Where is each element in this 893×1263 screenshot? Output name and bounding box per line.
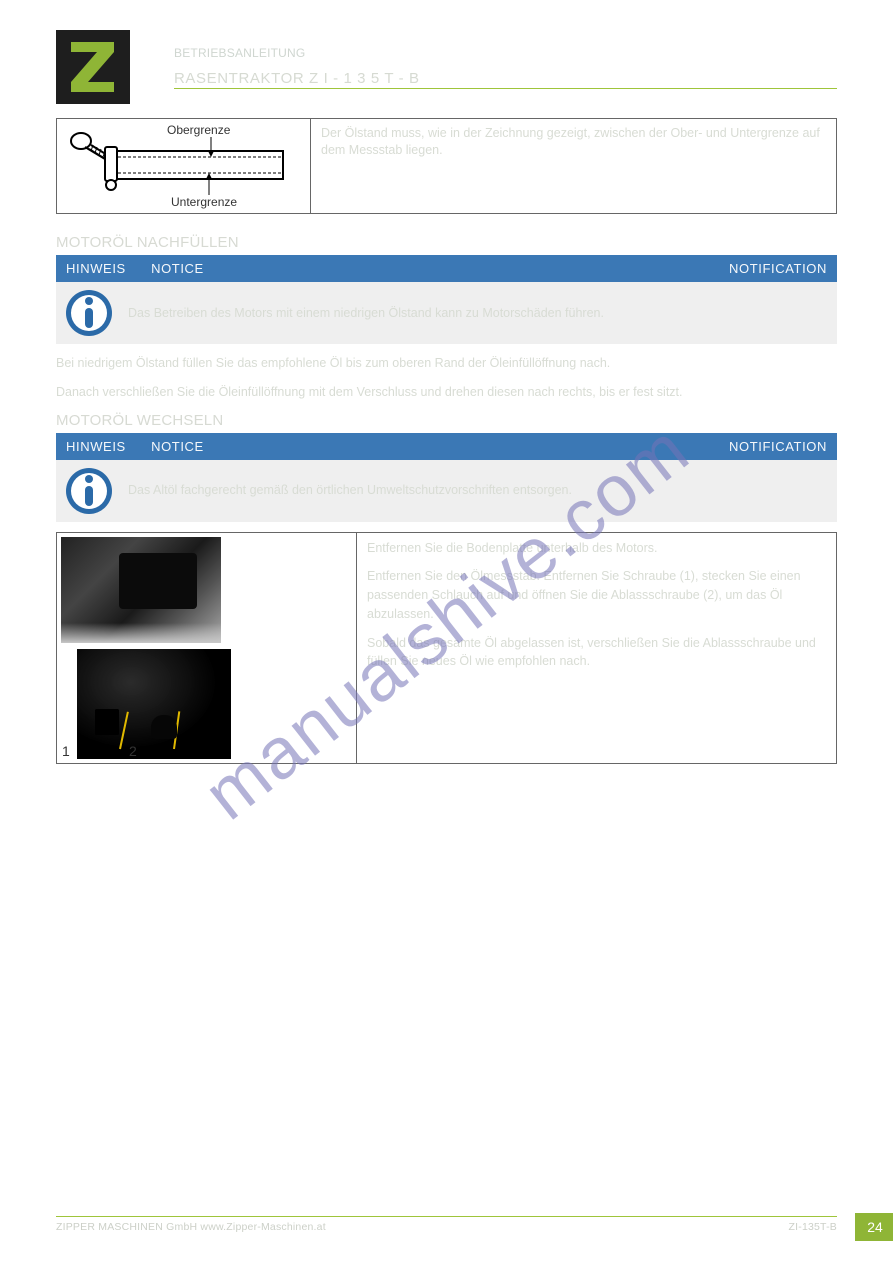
engine-access-photo [61, 537, 221, 643]
refill-instruction-2: Danach verschließen Sie die Öleinfüllöff… [56, 383, 837, 402]
hint-header-right-2: NOTIFICATION [729, 439, 827, 454]
oil-change-step-3: Sobald das gesamte Öl abgelassen ist, ve… [367, 634, 826, 672]
oil-change-step-2: Entfernen Sie den Ölmessstab. Entfernen … [367, 567, 826, 623]
section-refill-heading: MOTORÖL NACHFÜLLEN [56, 234, 837, 251]
hint-header-right: NOTIFICATION [729, 261, 827, 276]
info-icon [64, 466, 114, 516]
dipstick-diagram-cell: Obergrenze Untergrenze [57, 119, 311, 213]
brand-logo [56, 30, 130, 104]
hint-header-left: HINWEIS NOTICE [66, 261, 204, 276]
dipstick-table: Obergrenze Untergrenze Der Ölstand muss,… [56, 118, 837, 214]
dipstick-text: Der Ölstand muss, wie in der Zeichnung g… [311, 119, 836, 213]
hint-box-refill: HINWEIS NOTICE NOTIFICATION Das Betreibe… [56, 255, 837, 344]
hint-box-change: HINWEIS NOTICE NOTIFICATION Das Altöl fa… [56, 433, 837, 522]
callout-number-1: 1 [62, 743, 70, 759]
oil-change-images-cell: 1 2 [57, 533, 357, 763]
refill-instruction-1: Bei niedrigem Ölstand füllen Sie das emp… [56, 354, 837, 373]
footer-company: ZIPPER MASCHINEN GmbH www.Zipper-Maschin… [56, 1221, 326, 1233]
oil-change-step-1: Entfernen Sie die Bodenplatte unterhalb … [367, 539, 826, 558]
info-icon [64, 288, 114, 338]
diagram-lower-limit-label: Untergrenze [171, 195, 237, 209]
hint-header-left-2: HINWEIS NOTICE [66, 439, 204, 454]
hint-refill-text: Das Betreiben des Motors mit einem niedr… [114, 305, 829, 322]
hint-change-text: Das Altöl fachgerecht gemäß den örtliche… [114, 482, 829, 499]
drain-plug-photo [77, 649, 231, 759]
footer-model: ZI-135T-B [789, 1221, 837, 1233]
oil-change-table: 1 2 Entfernen Sie die Bodenplatte unterh… [56, 532, 837, 764]
page-number: 24 [855, 1213, 893, 1241]
diagram-upper-limit-label: Obergrenze [167, 123, 230, 137]
doc-type-label: BETRIEBSANLEITUNG [174, 46, 837, 60]
callout-number-2: 2 [129, 743, 137, 759]
product-title: RASENTRAKTOR Z I - 1 3 5 T - B [174, 70, 837, 89]
section-change-heading: MOTORÖL WECHSELN [56, 412, 837, 429]
